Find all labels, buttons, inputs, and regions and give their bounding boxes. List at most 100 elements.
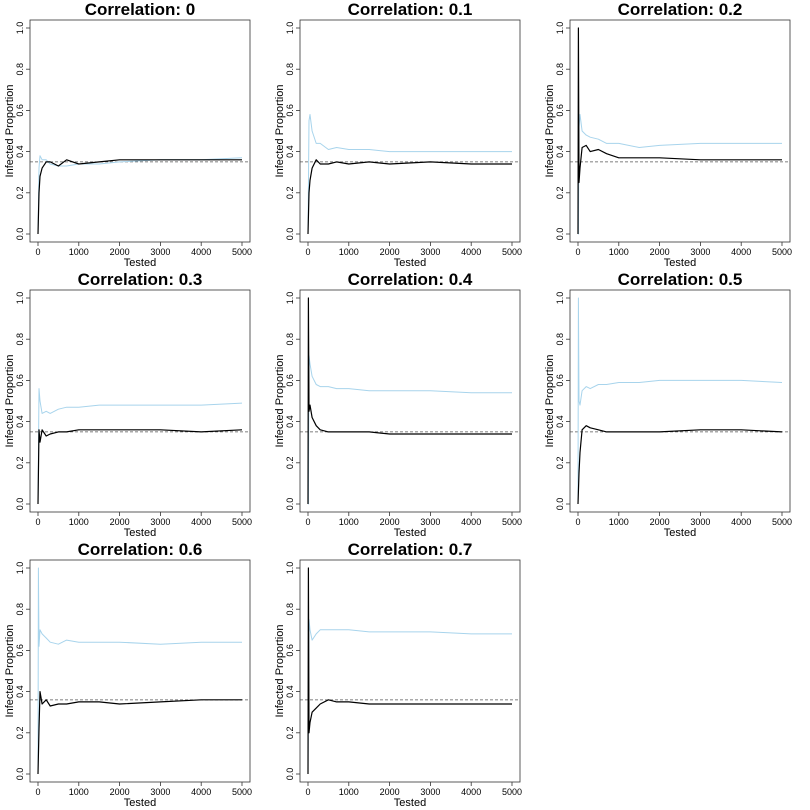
series-line-blue [37, 388, 243, 505]
y-tick-label: 0.4 [15, 145, 25, 158]
plot-frame [29, 19, 251, 243]
y-tick-label: 0.6 [15, 104, 25, 117]
x-tick-label: 3000 [150, 787, 170, 797]
x-tick-label: 5000 [232, 787, 252, 797]
y-tick-label: 1.0 [15, 22, 25, 35]
x-tick-label: 0 [575, 517, 580, 527]
chart-title: Correlation: 0.4 [348, 270, 473, 289]
y-tick-label: 0.2 [555, 187, 565, 200]
y-tick-label: 0.6 [15, 374, 25, 387]
series-line-blue [577, 114, 782, 235]
y-tick-label: 0.6 [285, 104, 295, 117]
x-tick-label: 4000 [731, 247, 751, 257]
chart-title: Correlation: 0.5 [618, 270, 743, 289]
y-tick-label: 0.4 [15, 415, 25, 428]
y-axis-label: Infected Proportion [544, 85, 556, 178]
y-tick-label: 0.8 [285, 63, 295, 76]
x-tick-label: 0 [575, 247, 580, 257]
x-tick-label: 5000 [772, 517, 792, 527]
x-tick-label: 1000 [69, 517, 89, 527]
y-tick-label: 0.6 [285, 644, 295, 657]
x-tick-label: 2000 [110, 247, 130, 257]
x-tick-label: 3000 [420, 517, 440, 527]
y-axis-label: Infected Proportion [544, 355, 556, 448]
x-axis-label: Tested [124, 797, 156, 809]
y-axis-label: Infected Proportion [4, 85, 16, 178]
series-line-black [307, 159, 512, 235]
y-tick-label: 0.2 [285, 727, 295, 740]
y-tick-label: 0.8 [555, 333, 565, 346]
chart-title: Correlation: 0.7 [348, 540, 473, 559]
y-tick-label: 0.0 [15, 228, 25, 241]
x-axis-label: Tested [664, 527, 696, 539]
y-tick-label: 0.8 [15, 603, 25, 616]
y-tick-label: 0.4 [15, 685, 25, 698]
x-axis-label: Tested [394, 527, 426, 539]
y-tick-label: 0.2 [285, 187, 295, 200]
x-tick-label: 2000 [380, 517, 400, 527]
x-tick-label: 4000 [461, 247, 481, 257]
plot-frame [569, 289, 791, 513]
x-tick-label: 5000 [502, 247, 522, 257]
x-tick-label: 1000 [339, 517, 359, 527]
x-tick-label: 5000 [772, 247, 792, 257]
x-tick-label: 5000 [502, 517, 522, 527]
series-line-black [37, 429, 243, 505]
y-tick-label: 1.0 [555, 22, 565, 35]
chart-panel-5: Correlation: 0.5 0 1000 2000 3000 4000 5000 0.0… [544, 270, 792, 539]
y-axis-label: Infected Proportion [4, 355, 16, 448]
x-tick-label: 5000 [232, 247, 252, 257]
x-tick-label: 1000 [609, 517, 629, 527]
x-tick-label: 5000 [232, 517, 252, 527]
series-line-black [307, 567, 512, 775]
chart-panel-4: Correlation: 0.4 0 1000 2000 3000 4000 5000 0.0… [274, 270, 522, 539]
y-tick-label: 1.0 [555, 292, 565, 305]
x-tick-label: 2000 [650, 247, 670, 257]
chart-title: Correlation: 0.2 [618, 0, 743, 19]
x-tick-label: 3000 [690, 247, 710, 257]
plot-frame [299, 19, 521, 243]
x-tick-label: 2000 [380, 787, 400, 797]
chart-title: Correlation: 0.3 [78, 270, 203, 289]
y-tick-label: 1.0 [285, 22, 295, 35]
chart-panel-2: Correlation: 0.2 0 1000 2000 3000 4000 5000 0.0… [544, 0, 792, 269]
y-axis-label: Infected Proportion [274, 625, 286, 718]
y-tick-label: 0.8 [285, 333, 295, 346]
x-tick-label: 2000 [110, 787, 130, 797]
series-line-black [577, 27, 782, 235]
x-axis-label: Tested [664, 257, 696, 269]
y-tick-label: 1.0 [15, 292, 25, 305]
x-tick-label: 2000 [110, 517, 130, 527]
x-tick-label: 0 [35, 787, 40, 797]
x-tick-label: 1000 [609, 247, 629, 257]
y-axis-label: Infected Proportion [274, 85, 286, 178]
plot-frame [299, 559, 521, 783]
y-tick-label: 0.2 [285, 457, 295, 470]
y-tick-label: 0.2 [555, 457, 565, 470]
x-tick-label: 0 [305, 787, 310, 797]
y-tick-label: 0.2 [15, 187, 25, 200]
y-axis-label: Infected Proportion [4, 625, 16, 718]
x-tick-label: 4000 [191, 247, 211, 257]
x-axis-label: Tested [394, 257, 426, 269]
y-tick-label: 0.0 [555, 228, 565, 241]
plot-frame [29, 289, 251, 513]
series-line-blue [37, 567, 242, 775]
y-tick-label: 0.0 [15, 768, 25, 781]
y-tick-label: 0.6 [555, 374, 565, 387]
x-tick-label: 0 [35, 517, 40, 527]
x-tick-label: 0 [305, 517, 310, 527]
y-tick-label: 0.6 [285, 374, 295, 387]
x-tick-label: 3000 [420, 247, 440, 257]
series-line-blue [307, 619, 512, 775]
x-tick-label: 0 [35, 247, 40, 257]
y-tick-label: 0.0 [285, 498, 295, 511]
plot-frame [29, 559, 251, 783]
y-tick-label: 1.0 [285, 562, 295, 575]
y-tick-label: 0.8 [15, 63, 25, 76]
series-line-blue [577, 297, 783, 505]
x-axis-label: Tested [124, 527, 156, 539]
y-tick-label: 0.2 [15, 727, 25, 740]
y-tick-label: 0.8 [15, 333, 25, 346]
x-tick-label: 2000 [380, 247, 400, 257]
